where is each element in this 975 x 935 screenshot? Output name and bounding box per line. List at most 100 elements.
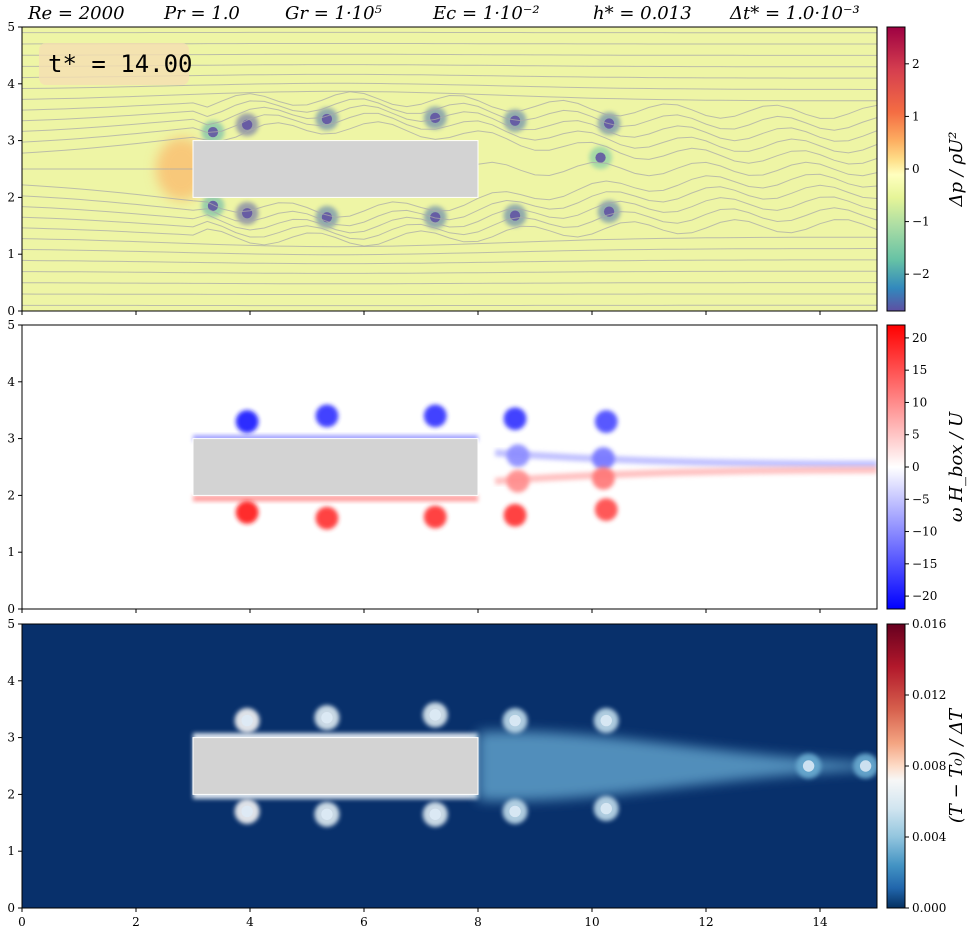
pressure-y-axis: 0 1 2 3 4 5 [7,20,22,318]
y-tick-label: 3 [7,134,15,148]
vortex-vorticity-10 [506,444,530,468]
parameter-header: Re = 2000 Pr = 1.0 Gr = 1·10⁵ Ec = 1·10⁻… [27,3,860,24]
vortex-vorticity-12 [592,447,615,470]
wake-filament-lower [494,466,877,485]
streamline [22,173,877,218]
colorbar-tick-label: 1 [912,109,920,123]
obstacle-box-temperature [192,737,479,795]
vortex-vorticity-6 [503,407,527,431]
vortex-vorticity-8 [594,410,618,433]
colorbar-tick-label: 0.016 [912,617,946,631]
vortex-core-8 [509,115,521,126]
streamline [22,207,877,240]
vortex-vorticity-3 [315,506,339,530]
vortex-core-5 [429,808,441,820]
pressure-colorbar-ticks: 2 1 0 −1 −2 [905,57,930,281]
vorticity-plot-frame [21,324,878,610]
streamline [22,90,877,102]
streamline [22,82,877,90]
y-tick-label: 3 [7,731,15,745]
vortex-core-12 [595,152,606,163]
pressure-x-ticks [21,311,821,315]
x-tick-label: 2 [132,915,140,929]
streamline [22,112,877,154]
x-tick-label: 0 [18,915,26,929]
temperature-y-axis: 0 1 2 3 4 5 [7,617,22,915]
colorbar-tick-label: 15 [912,363,927,377]
vortex-core-3 [242,208,253,219]
y-tick-label: 5 [7,20,15,34]
colorbar-tick-label: 0.004 [912,830,947,844]
colorbar-tick-label: 0 [912,460,920,474]
temperature-x-axis: 0 2 4 6 8 10 12 14 [18,908,828,929]
time-label-background [39,43,189,85]
x-tick-label: 6 [360,915,368,929]
vortex-core-1 [241,805,253,818]
x-tick-label: 12 [698,915,713,929]
y-tick-label: 5 [7,318,15,332]
vortex-vorticity-7 [503,503,527,527]
vorticity-y-axis: 0 1 2 3 4 5 [7,318,22,616]
y-tick-label: 3 [7,432,15,446]
temperature-colorbar-label: (T − T₀) / ΔT [946,707,967,823]
temperature-colorbar-ticks: 0.016 0.012 0.008 0.004 0.000 [905,617,947,915]
vortex-vorticity-5 [423,505,447,529]
y-tick-label: 4 [7,77,15,91]
y-tick-label: 0 [7,602,15,616]
wake-filament-upper [494,449,877,468]
vortex-core-9 [600,802,612,815]
streamline [22,121,877,165]
streamline [22,293,877,295]
colorbar-tick-label: 2 [912,57,920,71]
y-tick-label: 2 [7,488,15,502]
colorbar-tick-label: 5 [912,428,920,442]
vortex-vorticity-13 [592,466,615,490]
y-tick-label: 1 [7,247,15,261]
colorbar-tick-label: 20 [912,331,927,345]
reynolds-number: Re = 2000 [27,3,125,24]
vortex-vorticity-9 [594,498,618,521]
vortex-core-11 [603,206,615,217]
colorbar-tick-label: 10 [912,395,927,409]
temperature-plot-frame [21,623,878,909]
grashof-number: Gr = 1·10⁵ [285,3,382,24]
vortex-vorticity-0 [235,410,259,433]
shear-layer-bottom [193,495,478,502]
vortex-vorticity-11 [506,469,530,493]
pressure-colorbar [886,26,906,312]
y-tick-label: 0 [7,901,15,915]
streamline [22,248,877,256]
pressure-plot-frame [21,26,878,312]
vortex-core-2 [242,119,253,130]
x-tick-label: 4 [246,915,254,929]
y-tick-label: 4 [7,674,15,688]
thermal-wake [478,731,877,801]
x-tick-label: 14 [812,915,828,929]
vorticity-panel: 0 1 2 3 4 5 20 15 10 5 0 −5 −10 −15 −20 ω H_box / U [7,318,967,616]
streamline [22,219,877,247]
vortex-vorticity-2 [315,404,339,428]
colorbar-tick-label: −15 [912,557,937,571]
obstacle-box-pressure [192,140,479,198]
vortex-core-10 [802,760,815,772]
time-label: t* = 14.00 [48,50,193,78]
y-tick-label: 1 [7,844,15,858]
vortex-vorticity-1 [235,501,259,524]
vortex-core-2 [321,712,333,724]
x-tick-label: 8 [474,915,482,929]
streamline [22,282,877,285]
vorticity-colorbar [886,324,906,610]
vortex-vorticity-4 [423,404,447,428]
colorbar-tick-label: −5 [912,492,930,506]
colorbar-tick-label: 0.008 [912,759,946,773]
y-tick-label: 1 [7,545,15,559]
y-tick-label: 0 [7,304,15,318]
prandtl-number: Pr = 1.0 [163,3,240,24]
colorbar-tick-label: −1 [912,215,930,229]
y-tick-label: 4 [7,375,15,389]
streamline [22,270,877,274]
y-tick-label: 2 [7,190,15,204]
vortex-core-7 [430,212,441,223]
vorticity-colorbar-ticks: 20 15 10 5 0 −5 −10 −15 −20 [905,331,937,603]
vortex-core-0 [241,714,253,727]
